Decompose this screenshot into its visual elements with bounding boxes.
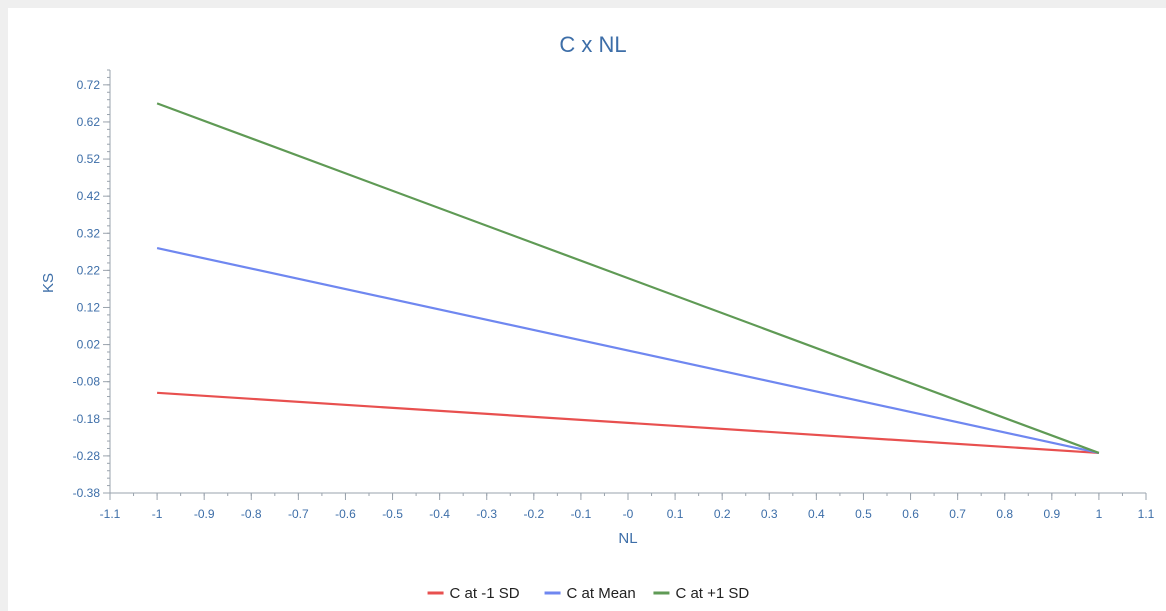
x-tick-label: -0.6 (335, 507, 356, 521)
x-tick-label: 0.8 (996, 507, 1013, 521)
x-tick-label: 0.3 (761, 507, 778, 521)
left-edge-strip (0, 0, 8, 611)
x-tick-label: -0.9 (194, 507, 215, 521)
x-tick-label: -1.1 (100, 507, 121, 521)
legend-label-2: C at Mean (567, 585, 636, 602)
axes-layer: -0.38 -0.28 -0.18 -0.08 0.02 0.12 0.22 0.32 0.42… (73, 69, 1155, 521)
y-axis-title: KS (40, 273, 57, 293)
y-tick-label: -0.08 (73, 375, 101, 389)
y-tick-label: -0.28 (73, 449, 101, 463)
x-tick-label: 0.1 (667, 507, 684, 521)
legend-label-3: C at +1 SD (675, 585, 749, 602)
x-tick-label: 0.9 (1043, 507, 1060, 521)
x-tick-label: 0.4 (808, 507, 825, 521)
x-tick-label: -1 (152, 507, 163, 521)
x-tick-label: 1.1 (1138, 507, 1155, 521)
series-line-2 (156, 247, 1100, 455)
series-line-3 (156, 102, 1100, 454)
y-tick-label: -0.38 (73, 486, 101, 500)
y-tick-label: -0.18 (73, 412, 101, 426)
x-tick-label: -0.3 (476, 507, 497, 521)
y-tick-label: 0.72 (77, 78, 101, 92)
x-tick-label: -0 (623, 507, 634, 521)
legend: C at -1 SD C at Mean C at +1 SD (427, 585, 749, 602)
top-edge-strip (0, 0, 1166, 8)
x-tick-label: -0.2 (523, 507, 544, 521)
x-tick-label: -0.5 (382, 507, 403, 521)
y-tick-label: 0.12 (77, 300, 101, 314)
x-tick-label: -0.8 (241, 507, 262, 521)
x-tick-label: -0.7 (288, 507, 309, 521)
y-tick-label: 0.62 (77, 115, 101, 129)
x-tick-label: 0.2 (714, 507, 731, 521)
y-tick-label: 0.32 (77, 226, 101, 240)
x-tick-label: -0.4 (429, 507, 450, 521)
y-tick-label: 0.52 (77, 152, 101, 166)
y-tick-label: 0.42 (77, 189, 101, 203)
chart-title: C x NL (559, 32, 626, 57)
y-tick-label: 0.22 (77, 263, 101, 277)
series-layer (156, 102, 1100, 455)
x-tick-label: -0.1 (571, 507, 592, 521)
x-tick-label: 0.5 (855, 507, 872, 521)
series-line-1 (157, 391, 1099, 455)
legend-label-1: C at -1 SD (450, 585, 520, 602)
x-tick-label: 0.6 (902, 507, 919, 521)
y-tick-label: 0.02 (77, 338, 101, 352)
x-axis-title: NL (618, 530, 637, 547)
x-tick-label: 0.7 (949, 507, 966, 521)
x-tick-label: 1 (1096, 507, 1103, 521)
